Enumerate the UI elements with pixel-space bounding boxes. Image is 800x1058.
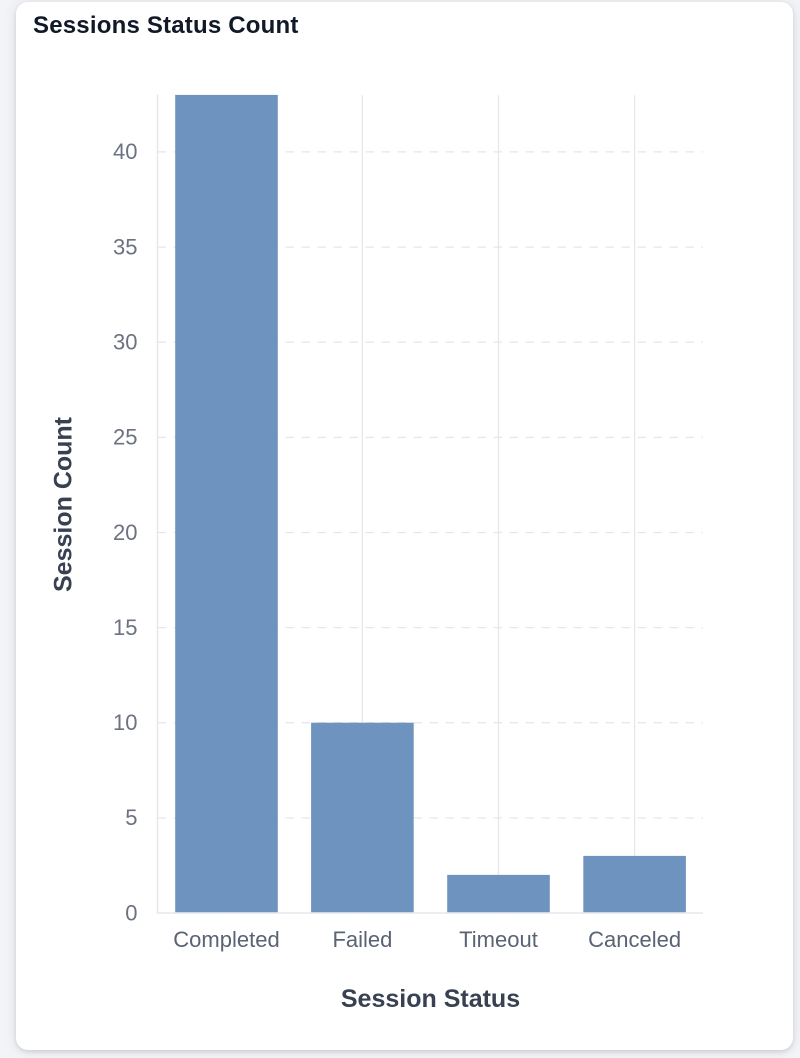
svg-text:0: 0: [125, 900, 137, 925]
svg-text:Completed: Completed: [173, 927, 279, 952]
svg-text:35: 35: [113, 234, 137, 259]
svg-text:Timeout: Timeout: [459, 927, 538, 952]
svg-text:Session Count: Session Count: [50, 416, 78, 592]
svg-text:25: 25: [113, 425, 137, 450]
svg-text:Failed: Failed: [332, 927, 392, 952]
svg-text:40: 40: [113, 139, 137, 164]
svg-text:15: 15: [113, 615, 137, 640]
svg-text:5: 5: [125, 805, 137, 830]
svg-text:Canceled: Canceled: [588, 927, 681, 952]
svg-text:20: 20: [113, 520, 137, 545]
svg-text:30: 30: [113, 330, 137, 355]
svg-text:Session Status: Session Status: [341, 985, 520, 1013]
svg-text:10: 10: [113, 710, 137, 735]
